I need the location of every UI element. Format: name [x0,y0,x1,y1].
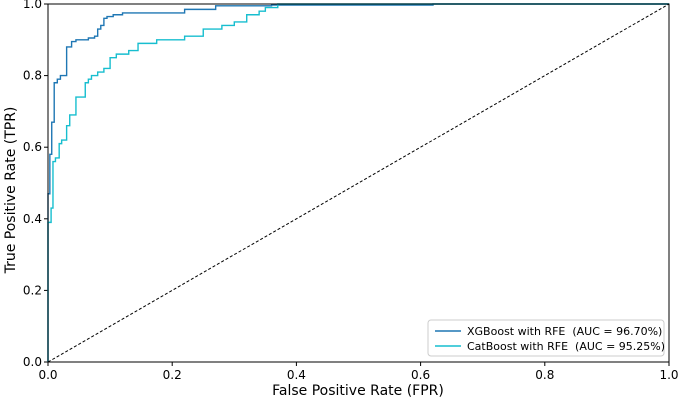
x-tick-label-2: 0.4 [287,368,306,382]
legend-box [427,319,665,357]
y-tick-label-1: 0.2 [23,283,42,297]
plot-frame [47,3,670,363]
y-tick-label-2: 0.4 [23,212,42,226]
chance-diagonal-line [47,3,670,363]
x-tick-label-3: 0.6 [411,368,430,382]
y-axis-title: True Positive Rate (TPR) [3,107,19,275]
x-axis-title: False Positive Rate (FPR) [272,383,444,399]
y-tick-label-0: 0.0 [23,355,42,369]
y-tick-label-5: 1.0 [23,0,42,11]
series-lines [47,3,670,363]
plot-border [47,3,670,363]
x-tick-label-4: 0.8 [535,368,554,382]
y-tick-label-3: 0.6 [23,140,42,154]
legend-label-1: CatBoost with RFE (AUC = 95.25%) [467,340,665,353]
y-tick-label-4: 0.8 [23,69,42,83]
legend-label-0: XGBoost with RFE (AUC = 96.70%) [467,325,662,338]
axes: 0.0 0.2 0.4 0.6 0.8 1.0 0.0 0.2 0.4 0.6 0.8 1.0 [23,0,679,382]
x-tick-label-1: 0.2 [163,368,182,382]
legend: XGBoost with RFE (AUC = 96.70%) CatBoost … [427,319,665,357]
x-tick-label-5: 1.0 [659,368,678,382]
series-line-1 [47,3,669,362]
x-tick-label-0: 0.0 [38,368,57,382]
series-line-0 [47,3,669,362]
